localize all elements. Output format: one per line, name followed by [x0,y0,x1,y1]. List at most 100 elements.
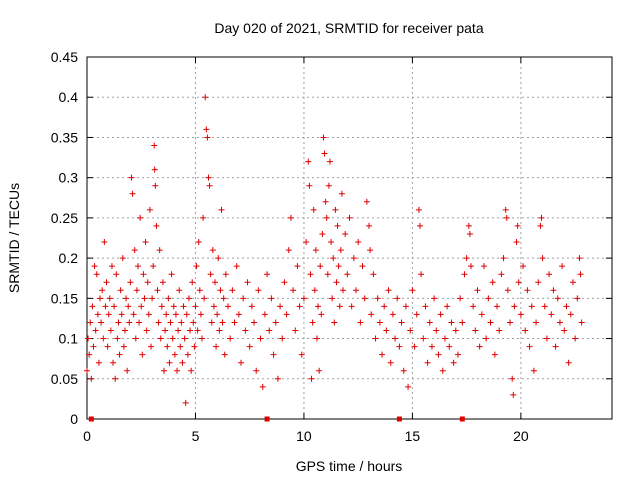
data-point [574,295,581,302]
data-point [457,295,464,302]
data-point [266,327,273,334]
data-point [178,319,185,326]
data-point [85,335,92,342]
data-point [467,263,474,270]
data-point [198,335,205,342]
y-tick-label: 0.35 [51,129,78,145]
data-point [169,335,176,342]
data-point [459,319,466,326]
data-point [221,351,228,358]
data-point [530,367,537,374]
data-point [104,343,111,350]
data-point [203,126,210,133]
data-point [138,303,145,310]
data-point [526,343,533,350]
data-point [353,287,360,294]
data-point [211,279,218,286]
data-point [229,287,236,294]
data-point [306,182,313,189]
data-point [174,367,181,374]
data-point [285,247,292,254]
data-point [323,214,330,221]
data-point [296,303,303,310]
axis-marker [88,416,94,422]
data-point [207,271,214,278]
data-point [424,359,431,366]
data-point [409,287,416,294]
data-point [517,311,524,318]
data-point [510,391,517,398]
data-point [385,287,392,294]
data-point [350,255,357,262]
data-point [437,311,444,318]
data-point [329,295,336,302]
data-point [100,335,107,342]
data-point [261,311,268,318]
data-point [543,335,550,342]
data-point [225,303,232,310]
data-point [292,327,299,334]
data-point [114,335,121,342]
data-point [218,206,225,213]
data-point [387,359,394,366]
data-point [431,295,438,302]
data-point [167,319,174,326]
data-point [444,303,451,310]
data-point [156,247,163,254]
data-point [90,343,97,350]
data-point [208,319,215,326]
data-point [139,351,146,358]
data-point [149,295,156,302]
plot-frame [86,56,613,420]
data-point [89,303,96,310]
data-point [565,359,572,366]
data-point [392,335,399,342]
data-point [520,263,527,270]
data-point [181,335,188,342]
data-point [259,383,266,390]
data-point [338,190,345,197]
data-point [125,303,132,310]
data-point [435,351,442,358]
data-point [133,287,140,294]
data-point [357,319,364,326]
data-point [372,335,379,342]
data-point [270,351,277,358]
data-point [93,271,100,278]
y-tick-label: 0.3 [59,170,79,186]
data-point [205,174,212,181]
data-point [180,303,187,310]
data-point [374,295,381,302]
data-point [491,351,498,358]
data-point [128,174,135,181]
data-point [194,327,201,334]
data-point [450,359,457,366]
data-point [94,311,101,318]
data-point [195,239,202,246]
data-point [503,214,510,221]
data-point [452,327,459,334]
data-point [227,335,234,342]
data-point [283,311,290,318]
data-point [193,263,200,270]
chart-title: Day 020 of 2021, SRMTID for receiver pat… [214,20,483,36]
data-point [298,351,305,358]
data-point [446,343,453,350]
data-point [146,206,153,213]
data-point [151,142,158,149]
data-point [171,351,178,358]
data-point [255,287,262,294]
data-point [316,367,323,374]
data-point [213,343,220,350]
data-point [107,327,114,334]
data-point [118,311,125,318]
data-point [147,343,154,350]
data-point [116,351,123,358]
data-point [102,303,109,310]
data-point [370,271,377,278]
y-tick-label: 0.1 [59,331,79,347]
data-point [197,311,204,318]
data-point [290,287,297,294]
data-point [141,295,148,302]
data-point [552,343,559,350]
